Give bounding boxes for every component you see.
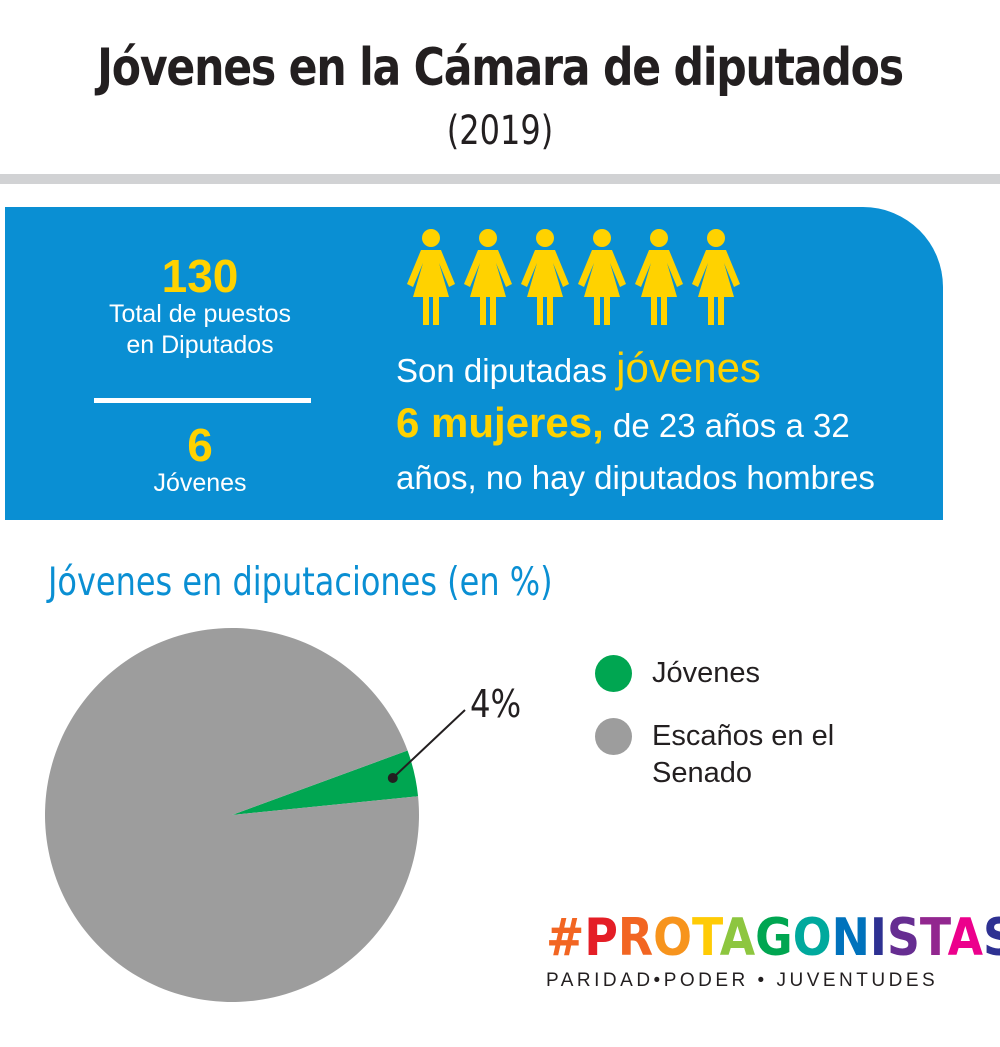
brand-letter: O — [653, 908, 693, 968]
legend-swatch-escanos — [595, 718, 632, 755]
page-subtitle-year: (2019) — [446, 108, 554, 154]
brand-letter: P — [584, 908, 618, 968]
women-icons-row — [405, 228, 747, 325]
brand-hashtag: # — [546, 908, 585, 968]
summary-line-1-b: jóvenes — [616, 344, 761, 391]
total-seats-label-1: Total de puestos — [108, 300, 292, 328]
woman-icon — [407, 229, 455, 325]
pie-annotation-label: 4% — [470, 682, 522, 726]
summary-line-1: Son diputadas jóvenes — [396, 342, 936, 397]
chart-legend: Jóvenes Escaños en el Senado — [595, 655, 852, 818]
brand-letter: I — [869, 908, 887, 968]
brand-letter: T — [919, 908, 948, 968]
total-seats-number: 130 — [161, 250, 239, 302]
brand-letter: A — [719, 908, 756, 968]
legend-item-escanos: Escaños en el Senado — [595, 718, 852, 792]
legend-label-jovenes: Jóvenes — [652, 657, 761, 689]
summary-line-1-a: Son diputadas — [396, 352, 617, 389]
woman-icon — [692, 229, 740, 325]
total-seats-label-2: en Diputados — [126, 331, 274, 359]
brand-letter: R — [617, 908, 654, 968]
pie-chart — [45, 628, 466, 1002]
summary-line-2-a: 6 mujeres, — [396, 399, 604, 446]
pie-leader-line — [392, 709, 466, 779]
page-title: Jóvenes en la Cámara de diputados — [97, 38, 904, 98]
brand-letter: S — [983, 908, 1000, 968]
legend-item-jovenes: Jóvenes — [595, 655, 852, 692]
young-deputies-number: 6 — [187, 419, 213, 471]
woman-icon — [464, 229, 512, 325]
legend-label-escanos: Escaños en el Senado — [652, 720, 835, 789]
summary-line-3: años, no hay diputados hombres — [396, 459, 875, 496]
woman-icon — [635, 229, 683, 325]
brand-wordmark: #PROTAGONISTAS — [546, 912, 1000, 964]
legend-swatch-jovenes — [595, 655, 632, 692]
summary-line-2-b: de 23 años a 32 — [603, 407, 850, 444]
total-seats-stat: 130 Total de puestos en Diputados — [5, 253, 395, 361]
brand-letter: N — [831, 908, 870, 968]
brand-logo: #PROTAGONISTAS PARIDAD•PODER • JUVENTUDE… — [546, 912, 1000, 992]
brand-letter: O — [792, 908, 832, 968]
woman-icon — [578, 229, 626, 325]
pie-chart-title: Jóvenes en diputaciones (en %) — [48, 560, 553, 605]
stat-separator — [94, 398, 311, 403]
header-divider — [0, 174, 1000, 184]
brand-letter: T — [692, 908, 720, 968]
pie-slice-jovenes — [232, 750, 419, 815]
brand-letter: S — [886, 908, 920, 968]
summary-text: Son diputadas jóvenes 6 mujeres, de 23 a… — [396, 342, 936, 504]
brand-letter: A — [947, 908, 984, 968]
pie-leader-dot — [387, 772, 398, 783]
young-deputies-label: Jóvenes — [153, 469, 247, 497]
summary-line-2: 6 mujeres, de 23 años a 32 — [396, 397, 936, 452]
young-deputies-stat: 6 Jóvenes — [5, 422, 395, 499]
woman-icon — [521, 229, 569, 325]
brand-letter: G — [755, 908, 793, 968]
brand-tagline: PARIDAD•PODER • JUVENTUDES — [546, 970, 939, 991]
pie-slice-escanos — [45, 628, 420, 1002]
summary-panel — [5, 207, 943, 520]
